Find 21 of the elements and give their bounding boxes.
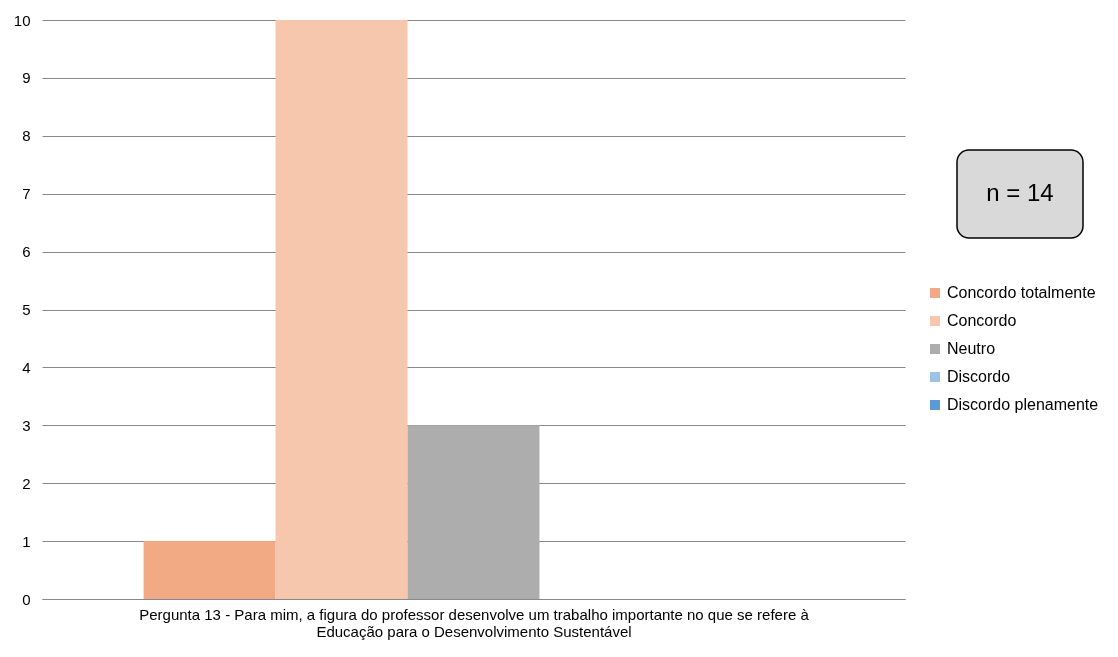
legend-label: Concordo totalmente (947, 284, 1096, 301)
legend-label: Discordo (947, 368, 1011, 385)
legend-label: Discordo plenamente (947, 396, 1099, 413)
y-tick-label: 10 (13, 11, 31, 29)
y-tick-label: 7 (22, 185, 31, 203)
y-tick-label: 8 (22, 127, 31, 145)
y-tick-label: 3 (22, 416, 31, 434)
y-tick-label: 0 (22, 590, 31, 608)
text: n = 14 (986, 179, 1054, 206)
bar (275, 20, 408, 599)
y-tick-label: 1 (22, 532, 31, 550)
y-tick-label: 4 (22, 358, 31, 376)
y-tick-label: 6 (22, 243, 31, 261)
y-tick-label: 5 (22, 301, 31, 318)
legend-label: Neutro (947, 340, 996, 357)
y-tick-label: 9 (22, 69, 31, 87)
bar (407, 425, 540, 599)
x-axis-title: Pergunta 13 - Para mim, a figura do professor desenvolve um trabalho importante no que se refere à Educação para o Desenvolvimento Sustentável (139, 605, 810, 640)
bar (143, 541, 276, 599)
legend-label: Concordo (947, 312, 1017, 329)
y-tick-label: 2 (22, 474, 31, 492)
